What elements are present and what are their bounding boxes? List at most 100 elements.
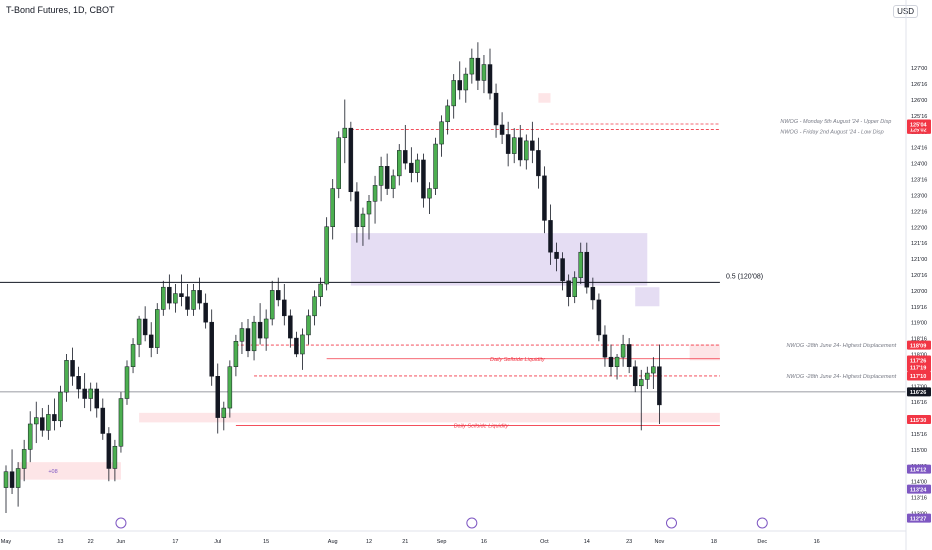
candle-body: [493, 92, 499, 126]
event-marker-icon: [756, 517, 768, 529]
candle-body: [645, 372, 650, 380]
zone-may: [18, 462, 121, 480]
candle-body: [524, 140, 529, 161]
time-tick-label: 16: [481, 539, 487, 545]
price-tag: [907, 513, 931, 523]
candle-body: [457, 80, 462, 91]
sellside-label-upper: Daily Sellside Liquidity: [490, 357, 546, 363]
price-tick-label: 126'00: [911, 98, 927, 104]
price-tick-label: 127'00: [911, 66, 927, 72]
time-tick-label: Nov: [655, 539, 665, 545]
candle-body: [602, 334, 608, 358]
candle-body: [439, 121, 444, 145]
price-tick-label: 119'00: [911, 321, 927, 327]
candle-body: [155, 309, 160, 348]
candle-body: [596, 299, 602, 336]
candle-body: [421, 159, 426, 199]
price-tag-label: 117'10: [910, 374, 926, 380]
time-tick-label: 21: [402, 539, 408, 545]
candle-body: [9, 471, 15, 488]
price-tick-label: 123'00: [911, 193, 927, 199]
price-tick-label: 118'00: [911, 352, 927, 358]
time-tick-label: 12: [366, 539, 372, 545]
price-tag-label: 117'19: [910, 365, 926, 371]
event-marker-icon: [115, 517, 127, 529]
candle-body: [427, 188, 432, 199]
price-tick-label: 113'16: [911, 496, 927, 502]
candle-body: [276, 290, 281, 301]
candle-body: [511, 137, 517, 154]
price-tick-label: 124'16: [911, 146, 927, 152]
candle-body: [130, 344, 136, 367]
candle-body: [451, 80, 456, 107]
lines-layer: [0, 123, 906, 426]
price-axis[interactable]: 127'00126'16126'00125'16125'00124'16124'…: [905, 0, 931, 550]
candle-body: [251, 321, 257, 352]
candle-body: [608, 356, 614, 367]
nwog-mid-label-1: NWOG -28th June 24- Highest Displacement: [786, 343, 896, 349]
price-tick-label: 122'00: [911, 225, 927, 231]
price-tag: [907, 119, 931, 129]
candle-body: [505, 134, 511, 154]
candle-body: [27, 423, 33, 450]
candle-body: [191, 290, 196, 310]
price-tick-label: 115'16: [911, 432, 927, 438]
candle-body: [288, 315, 293, 339]
candle-body: [578, 251, 583, 278]
nwog-upper-label-1: NWOG - Monday 5th August '24 - Upper Dis…: [780, 119, 891, 125]
candle-body: [536, 150, 541, 177]
time-tick-label: 15: [263, 539, 269, 545]
price-tag-label: 125'02: [910, 128, 927, 134]
time-tick-label: Oct: [540, 539, 549, 545]
candle-body: [221, 407, 227, 418]
candle-body: [227, 366, 233, 409]
candle-body: [378, 166, 384, 186]
candle-body: [112, 445, 118, 469]
zone-september-top: [538, 93, 551, 103]
nwog-mid-label-2: NWOG -28th June 24- Highest Displacement: [786, 374, 896, 380]
candle-body: [40, 417, 45, 431]
candle-body: [403, 150, 408, 164]
candle-body: [409, 162, 414, 173]
candle-body: [257, 321, 263, 339]
price-tick-label: 122'16: [911, 209, 927, 215]
price-tag-label: 112'27: [910, 516, 926, 522]
zone-june-low: [139, 412, 720, 423]
event-marker-icon: [666, 517, 677, 529]
candle-body: [499, 124, 505, 135]
zone-august-gap: [350, 233, 648, 286]
price-tag-label: 115'30: [910, 418, 926, 424]
candle-body: [348, 127, 354, 193]
candle-body: [21, 449, 27, 469]
candle-body: [572, 277, 577, 297]
time-tick-label: Sep: [437, 539, 447, 545]
candle-body: [179, 293, 184, 297]
price-tag: [907, 464, 931, 474]
candle-body: [566, 280, 571, 297]
candle-body: [282, 299, 287, 317]
candle-body: [173, 293, 178, 304]
candle-body: [197, 290, 202, 304]
candle-body: [161, 286, 166, 310]
zone-october-gap: [635, 287, 660, 307]
nwog-upper-label-2: NWOG - Friday 2nd August '24 - Low Disp: [780, 129, 883, 135]
candle-body: [76, 376, 81, 390]
candle-body: [70, 360, 75, 377]
candle-body: [239, 328, 245, 342]
price-tag: [907, 484, 931, 494]
event-marker-icon: [466, 517, 478, 529]
candle-body: [475, 57, 481, 81]
candle-body: [233, 341, 239, 367]
time-axis[interactable]: May 13 22 Jun 17 Jul 15 Aug 12 21 Sep 16 Oct 14 23 Nov 1…: [0, 517, 906, 545]
candle-body: [3, 471, 9, 488]
candle-body: [530, 140, 535, 151]
price-tick-label: 117'00: [911, 384, 927, 390]
candle-body: [481, 64, 487, 81]
candle-body: [330, 188, 335, 228]
candle-body: [203, 302, 208, 323]
price-tag: [907, 355, 931, 365]
price-tick-label: 121'00: [911, 257, 927, 263]
candle-body: [487, 64, 493, 94]
candle-body: [118, 398, 124, 447]
